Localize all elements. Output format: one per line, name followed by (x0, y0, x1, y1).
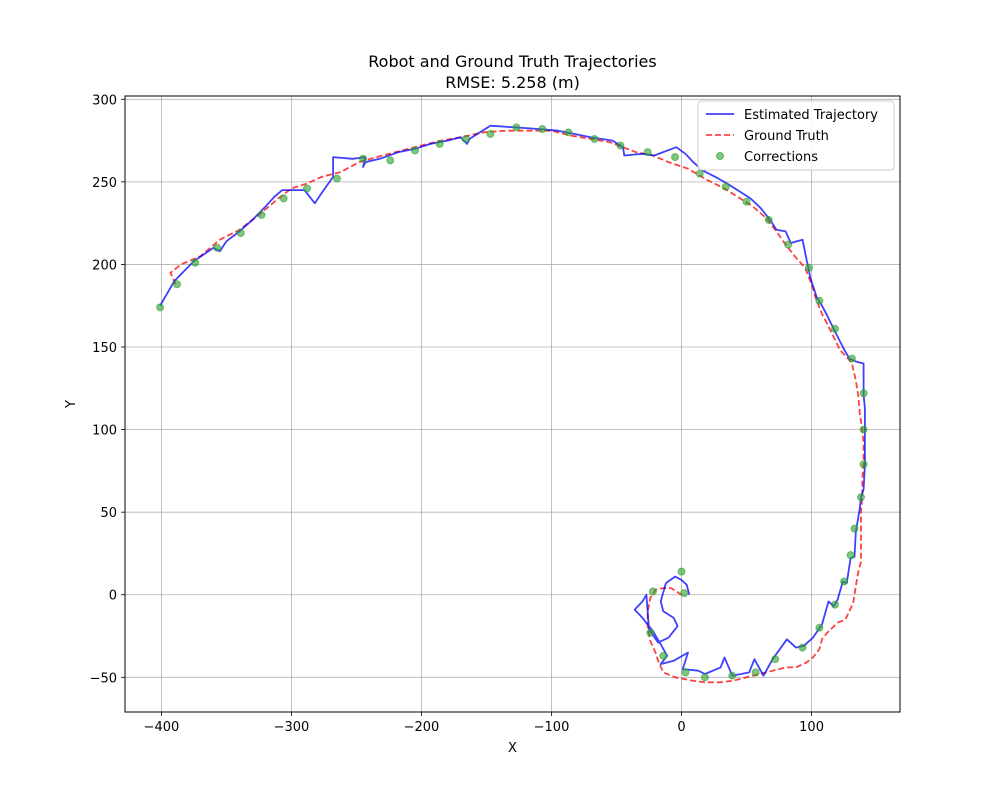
axis-ticks: −400 −300 −200 −100 0 100 −50 0 50 100 150 200 250 30… (90, 93, 824, 735)
correction-point (332, 174, 341, 183)
correction-point (512, 123, 521, 132)
legend: Estimated Trajectory Ground Truth Correc… (697, 100, 895, 171)
correction-point (410, 146, 419, 155)
legend-label-estimated: Estimated Trajectory (744, 108, 878, 123)
correction-point (386, 156, 395, 165)
y-axis-label: Y (64, 400, 79, 409)
x-tick-label: −200 (404, 720, 440, 735)
correction-point (279, 194, 288, 203)
correction-point (695, 169, 704, 178)
chart-subtitle: RMSE: 5.258 (m) (445, 73, 580, 92)
correction-point (677, 567, 686, 576)
estimated-trajectory-line (159, 124, 866, 677)
correction-point (728, 671, 737, 680)
correction-point (486, 129, 495, 138)
correction-point (764, 215, 773, 224)
x-tick-label: 100 (799, 720, 824, 735)
correction-point (191, 258, 200, 267)
correction-point (840, 577, 849, 586)
correction-point (303, 184, 312, 193)
correction-point (257, 210, 266, 219)
legend-box (697, 100, 895, 171)
correction-point (646, 628, 655, 637)
correction-point (700, 673, 709, 682)
legend-swatch-corrections (716, 152, 724, 160)
correction-point (751, 668, 760, 677)
correction-point (815, 296, 824, 305)
correction-point (213, 243, 222, 252)
correction-point (859, 460, 868, 469)
correction-point (435, 139, 444, 148)
legend-label-ground-truth: Ground Truth (744, 129, 829, 144)
correction-point (784, 240, 793, 249)
corrections-points (156, 123, 868, 682)
correction-point (830, 600, 839, 609)
series (159, 124, 866, 684)
y-tick-label: 0 (109, 589, 117, 604)
correction-point (648, 587, 657, 596)
correction-point (830, 324, 839, 333)
correction-point (859, 425, 868, 434)
correction-point (804, 263, 813, 272)
correction-point (671, 153, 680, 162)
y-tick-label: 50 (100, 506, 117, 521)
chart-title: Robot and Ground Truth Trajectories (368, 52, 656, 71)
correction-point (564, 128, 573, 137)
correction-point (461, 134, 470, 143)
correction-point (846, 551, 855, 560)
correction-point (815, 623, 824, 632)
y-tick-label: 150 (92, 341, 117, 356)
correction-point (680, 589, 689, 598)
x-tick-label: 0 (677, 720, 685, 735)
correction-point (847, 354, 856, 363)
correction-point (358, 154, 367, 163)
y-tick-label: 300 (92, 93, 117, 108)
correction-point (798, 643, 807, 652)
correction-point (850, 524, 859, 533)
correction-point (173, 280, 182, 289)
correction-point (771, 655, 780, 664)
correction-point (742, 197, 751, 206)
correction-point (590, 134, 599, 143)
correction-point (538, 125, 547, 134)
legend-label-corrections: Corrections (744, 150, 818, 165)
plot-frame (124, 95, 901, 713)
correction-point (721, 182, 730, 191)
y-tick-label: −50 (90, 671, 117, 686)
y-tick-label: 100 (92, 424, 117, 439)
correction-point (156, 303, 165, 312)
correction-point (659, 651, 668, 660)
correction-point (856, 493, 865, 502)
correction-point (236, 229, 245, 238)
y-tick-label: 200 (92, 258, 117, 273)
x-tick-label: −100 (534, 720, 570, 735)
correction-point (681, 668, 690, 677)
x-tick-label: −300 (274, 720, 310, 735)
correction-point (616, 141, 625, 150)
correction-point (859, 389, 868, 398)
grid (125, 96, 900, 712)
correction-point (643, 148, 652, 157)
x-tick-label: −400 (144, 720, 180, 735)
y-tick-label: 250 (92, 176, 117, 191)
x-axis-label: X (508, 741, 517, 756)
